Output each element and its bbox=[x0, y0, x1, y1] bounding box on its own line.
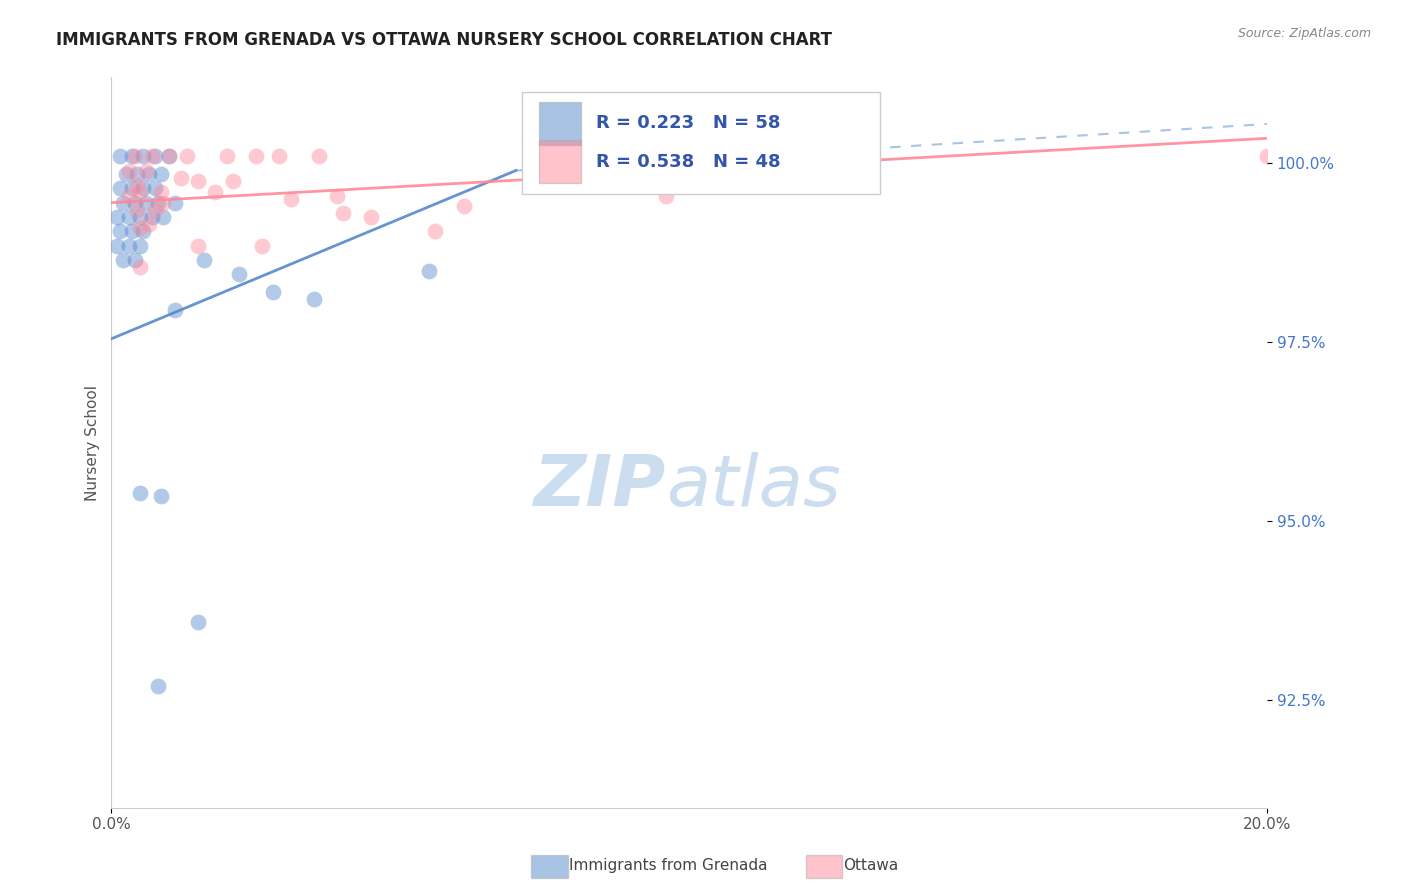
Point bbox=[187, 238, 209, 252]
Point bbox=[267, 149, 290, 163]
Point bbox=[418, 264, 440, 278]
Point bbox=[193, 252, 215, 267]
Text: R = 0.538   N = 48: R = 0.538 N = 48 bbox=[596, 153, 780, 170]
FancyBboxPatch shape bbox=[538, 102, 581, 145]
Point bbox=[149, 489, 172, 503]
Point bbox=[124, 252, 146, 267]
Point bbox=[157, 149, 180, 163]
Point bbox=[228, 268, 250, 282]
Point bbox=[146, 195, 169, 210]
Point bbox=[204, 185, 226, 199]
FancyBboxPatch shape bbox=[522, 92, 880, 194]
Point bbox=[157, 149, 180, 163]
Point bbox=[143, 149, 166, 163]
Point bbox=[111, 195, 134, 210]
Text: ZIP: ZIP bbox=[534, 452, 666, 521]
Text: Ottawa: Ottawa bbox=[844, 858, 898, 872]
Point bbox=[118, 210, 141, 224]
Point bbox=[127, 178, 149, 192]
Point bbox=[105, 210, 128, 224]
Point bbox=[245, 149, 267, 163]
Point bbox=[280, 192, 302, 206]
Point bbox=[187, 174, 209, 188]
Point bbox=[143, 181, 166, 195]
Point bbox=[222, 174, 245, 188]
Point bbox=[176, 149, 198, 163]
Point bbox=[118, 238, 141, 252]
Point bbox=[121, 181, 143, 195]
Y-axis label: Nursery School: Nursery School bbox=[86, 384, 100, 500]
Point bbox=[124, 149, 146, 163]
Point bbox=[187, 615, 209, 629]
Point bbox=[118, 188, 141, 202]
Point bbox=[132, 181, 155, 195]
Point bbox=[360, 210, 382, 224]
Point bbox=[132, 149, 155, 163]
Point bbox=[129, 220, 152, 235]
Point bbox=[453, 199, 475, 213]
Point bbox=[423, 224, 446, 238]
Point bbox=[163, 195, 186, 210]
Point bbox=[129, 210, 152, 224]
Point bbox=[121, 149, 143, 163]
Point bbox=[149, 185, 172, 199]
Point bbox=[141, 210, 163, 224]
Point bbox=[127, 167, 149, 181]
Point bbox=[118, 163, 141, 178]
Point bbox=[138, 167, 160, 181]
Point bbox=[111, 252, 134, 267]
Point bbox=[152, 195, 174, 210]
Point bbox=[129, 238, 152, 252]
Point bbox=[115, 167, 138, 181]
Point bbox=[152, 210, 174, 224]
Point bbox=[262, 285, 284, 300]
Point bbox=[149, 167, 172, 181]
Text: Source: ZipAtlas.com: Source: ZipAtlas.com bbox=[1237, 27, 1371, 40]
Point bbox=[143, 202, 166, 217]
Point bbox=[135, 195, 157, 210]
Point bbox=[250, 238, 273, 252]
Point bbox=[108, 149, 131, 163]
Text: atlas: atlas bbox=[666, 452, 841, 521]
Point bbox=[135, 163, 157, 178]
Point bbox=[105, 238, 128, 252]
Point bbox=[308, 149, 330, 163]
Point bbox=[540, 149, 562, 163]
Point bbox=[129, 185, 152, 199]
Text: IMMIGRANTS FROM GRENADA VS OTTAWA NURSERY SCHOOL CORRELATION CHART: IMMIGRANTS FROM GRENADA VS OTTAWA NURSER… bbox=[56, 31, 832, 49]
Point bbox=[127, 202, 149, 217]
Point bbox=[332, 206, 354, 220]
Point bbox=[132, 224, 155, 238]
Point bbox=[129, 485, 152, 500]
Point bbox=[302, 293, 325, 307]
Point bbox=[141, 149, 163, 163]
Text: R = 0.223   N = 58: R = 0.223 N = 58 bbox=[596, 114, 780, 132]
Point bbox=[146, 679, 169, 693]
Point bbox=[326, 188, 349, 202]
Point bbox=[121, 224, 143, 238]
Point bbox=[129, 260, 152, 275]
Point bbox=[108, 181, 131, 195]
Point bbox=[163, 303, 186, 318]
Point bbox=[108, 224, 131, 238]
Point bbox=[124, 195, 146, 210]
Point bbox=[215, 149, 238, 163]
Text: Immigrants from Grenada: Immigrants from Grenada bbox=[569, 858, 768, 872]
Point bbox=[1256, 149, 1278, 163]
Point bbox=[138, 217, 160, 231]
FancyBboxPatch shape bbox=[538, 140, 581, 184]
Point bbox=[170, 170, 193, 185]
Point bbox=[655, 188, 678, 202]
